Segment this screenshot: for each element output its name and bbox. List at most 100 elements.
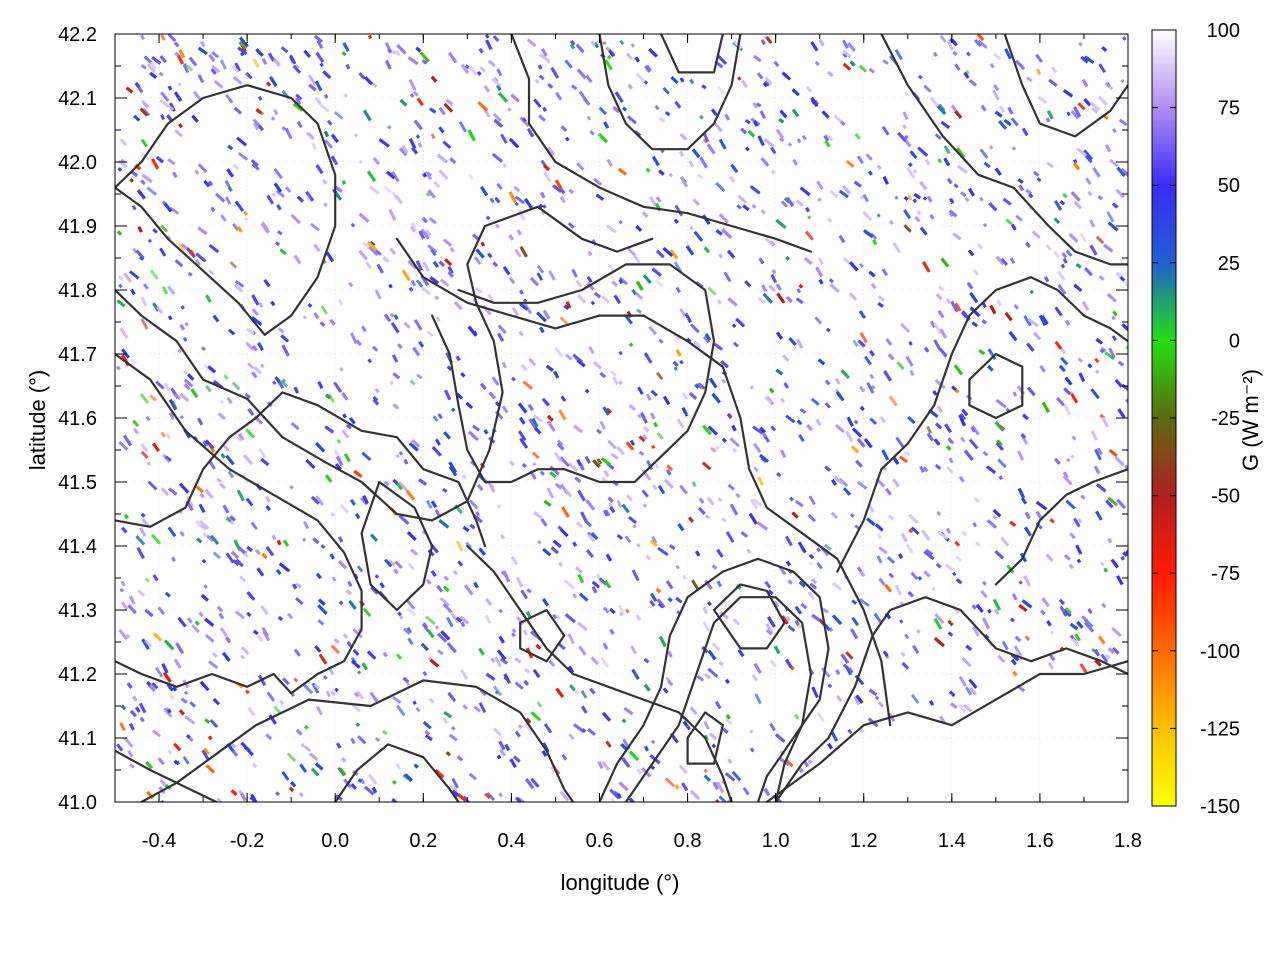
field-pixel — [587, 531, 595, 539]
field-pixel — [954, 302, 962, 312]
field-pixel — [1071, 435, 1077, 441]
field-pixel — [638, 435, 646, 443]
field-pixel — [157, 606, 166, 616]
field-pixel — [1111, 335, 1117, 342]
field-pixel — [141, 518, 150, 528]
field-pixel — [523, 298, 528, 303]
field-pixel — [245, 341, 255, 351]
field-pixel — [693, 340, 702, 348]
field-pixel — [201, 346, 206, 352]
field-pixel — [796, 288, 802, 294]
field-pixel — [132, 419, 140, 428]
field-pixel — [281, 770, 290, 781]
field-pixel — [655, 196, 662, 203]
field-pixel — [1049, 630, 1055, 635]
field-pixel — [735, 493, 741, 499]
field-pixel — [842, 256, 851, 265]
field-pixel — [129, 763, 135, 769]
field-pixel — [1094, 357, 1100, 364]
field-pixel — [869, 417, 878, 425]
field-pixel — [664, 777, 676, 788]
field-pixel — [609, 370, 617, 377]
field-pixel — [239, 575, 247, 583]
field-pixel — [398, 147, 408, 157]
field-pixel — [960, 191, 967, 198]
field-pixel — [1036, 177, 1042, 183]
field-pixel — [725, 531, 735, 543]
field-pixel — [555, 91, 563, 101]
field-pixel — [627, 115, 637, 125]
field-pixel — [888, 572, 895, 579]
field-pixel — [473, 256, 482, 266]
field-pixel — [407, 562, 415, 571]
field-pixel — [854, 132, 861, 140]
field-pixel — [564, 59, 573, 69]
field-pixel — [374, 289, 382, 300]
field-pixel — [337, 298, 344, 306]
field-pixel — [382, 729, 388, 736]
field-pixel — [787, 142, 793, 147]
field-pixel — [1112, 128, 1117, 134]
field-pixel — [401, 269, 411, 282]
field-pixel — [489, 197, 495, 204]
field-pixel — [234, 610, 245, 620]
field-pixel — [1005, 218, 1013, 226]
field-pixel — [838, 477, 849, 488]
field-pixel — [118, 440, 129, 451]
field-pixel — [223, 374, 229, 380]
field-pixel — [598, 106, 607, 116]
field-pixel — [357, 670, 362, 675]
field-pixel — [816, 547, 821, 553]
field-pixel — [517, 430, 527, 442]
field-pixel — [219, 59, 227, 70]
field-pixel — [1017, 450, 1025, 461]
field-pixel — [946, 40, 954, 51]
field-pixel — [548, 659, 556, 667]
field-pixel — [174, 128, 183, 138]
field-pixel — [1011, 593, 1018, 601]
field-pixel — [437, 413, 443, 420]
field-pixel — [824, 402, 831, 409]
field-pixel — [351, 704, 361, 713]
field-pixel — [1015, 214, 1023, 222]
field-pixel — [625, 608, 630, 614]
field-pixel — [673, 261, 683, 273]
field-pixel — [151, 533, 162, 545]
field-pixel — [227, 328, 236, 336]
field-pixel — [993, 52, 1002, 61]
field-pixel — [1012, 391, 1018, 397]
field-pixel — [793, 713, 800, 720]
field-pixel — [1009, 257, 1016, 264]
field-pixel — [304, 745, 312, 753]
field-pixel — [689, 706, 698, 715]
field-pixel — [888, 395, 898, 407]
field-pixel — [395, 762, 402, 771]
field-pixel — [320, 305, 329, 315]
field-pixel — [904, 91, 909, 97]
field-pixel — [981, 580, 987, 586]
field-pixel — [384, 42, 393, 53]
field-pixel — [350, 332, 358, 345]
field-pixel — [601, 295, 611, 304]
field-pixel — [160, 91, 170, 102]
field-pixel — [654, 104, 660, 111]
field-pixel — [222, 444, 230, 452]
field-pixel — [637, 413, 642, 419]
field-pixel — [1066, 111, 1071, 117]
field-pixel — [424, 615, 436, 626]
field-pixel — [689, 78, 695, 85]
field-pixel — [468, 772, 477, 781]
field-pixel — [435, 438, 441, 446]
field-pixel — [479, 66, 486, 73]
field-pixel — [406, 607, 417, 617]
field-pixel — [167, 749, 173, 755]
field-pixel — [980, 104, 987, 112]
field-pixel — [657, 546, 669, 557]
field-pixel — [251, 762, 258, 769]
field-pixel — [976, 242, 984, 250]
field-pixel — [641, 489, 649, 498]
field-pixel — [602, 41, 607, 46]
field-pixel — [763, 80, 771, 87]
field-pixel — [201, 749, 210, 761]
field-pixel — [636, 768, 643, 775]
